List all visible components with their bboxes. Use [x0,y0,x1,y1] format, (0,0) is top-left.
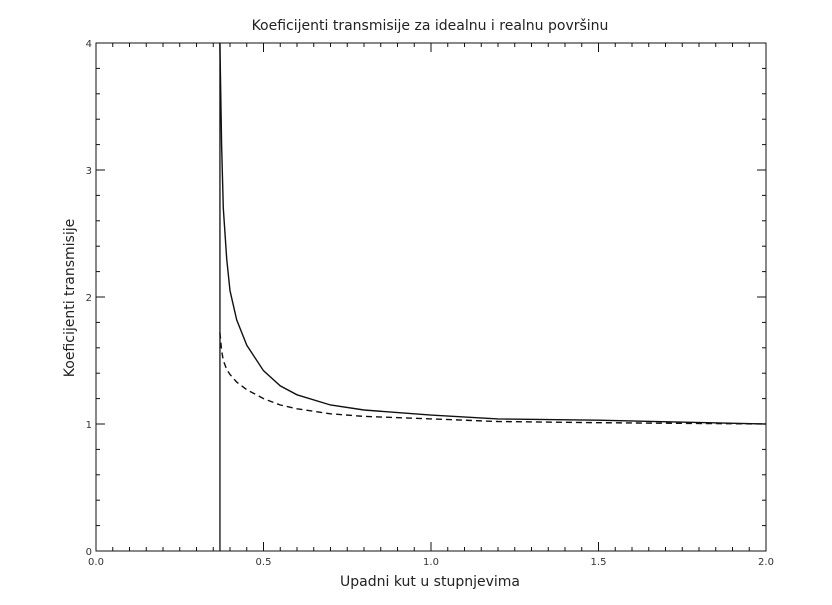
series-line-dashed [219,332,767,425]
y-tick-label: 2 [86,293,92,304]
y-tick-label: 4 [86,39,92,50]
y-tick-label: 3 [86,166,92,177]
x-axis-label: Upadni kut u stupnjevima [340,574,520,590]
y-tick-label: 1 [86,420,92,431]
chart-title: Koeficijenti transmisije za idealnu i re… [252,18,609,34]
y-axis-label: Koeficijenti transmisije [62,219,78,377]
x-tick-label: 1.5 [591,557,607,568]
x-tick-label: 1.0 [423,557,439,568]
x-tick-label: 0.5 [256,557,272,568]
plot-frame [95,42,767,552]
series-layer [219,42,767,551]
x-tick-label: 2.0 [758,557,774,568]
y-tick-label: 0 [86,547,92,558]
tick-labels: 0.0 0.5 1.0 1.5 2.0 0 1 2 3 4 [86,39,774,568]
axis-ticks [95,42,767,552]
x-tick-label: 0.0 [88,557,104,568]
series-line-solid [219,42,767,425]
